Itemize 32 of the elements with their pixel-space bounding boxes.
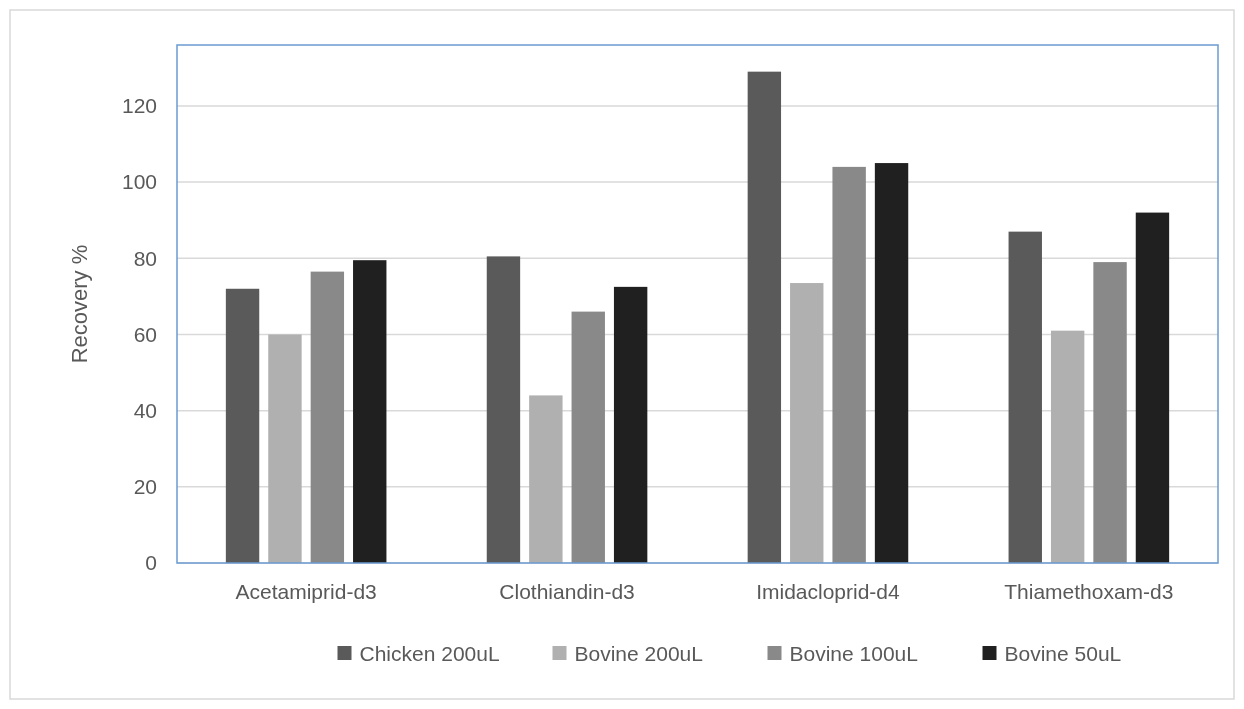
y-tick-label: 60 [133, 322, 157, 346]
bar [486, 256, 521, 563]
y-tick-label: 40 [133, 399, 157, 422]
bar [353, 260, 387, 563]
legend-label: Chicken 200uL [359, 642, 500, 666]
bar [1135, 212, 1170, 563]
bar [529, 395, 563, 563]
y-tick-label: 0 [145, 551, 157, 575]
legend-label: Bovine 50uL [1004, 642, 1122, 666]
bar [790, 283, 824, 563]
bar [268, 334, 302, 563]
legend-label: Bovine 200uL [574, 642, 703, 666]
y-tick-label: 20 [133, 475, 157, 499]
bar [1008, 231, 1042, 563]
bar [613, 286, 648, 563]
bar [747, 71, 782, 563]
bar [310, 271, 345, 563]
y-axis-title: Recovery % [67, 244, 92, 364]
bar [1093, 262, 1127, 563]
bar [225, 288, 260, 563]
bar [571, 311, 605, 563]
x-tick-label: Thiamethoxam-d3 [1004, 580, 1174, 603]
legend-label: Bovine 100uL [789, 642, 918, 666]
bar [832, 166, 866, 563]
x-tick-label: Imidacloprid-d4 [756, 580, 901, 603]
x-tick-label: Clothiandin-d3 [499, 580, 635, 603]
y-tick-label: 100 [121, 170, 157, 194]
bar [1050, 330, 1085, 563]
y-tick-label: 80 [133, 246, 157, 270]
x-tick-label: Acetamiprid-d3 [235, 580, 377, 603]
y-tick-label: 120 [121, 94, 157, 118]
bar [874, 163, 909, 563]
